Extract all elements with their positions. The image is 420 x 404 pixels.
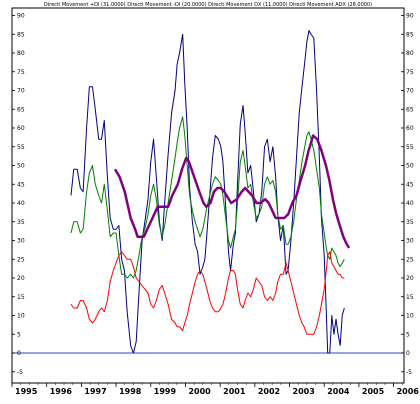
x-tick-label: 1997 [84, 387, 106, 396]
y-tick-label-left: 30 [17, 238, 25, 245]
y-tick-label-left: 45 [17, 181, 25, 188]
y-tick-label-left: 80 [17, 50, 25, 57]
x-tick-label: 2000 [188, 387, 211, 396]
y-axis-left: -5 0 5 10 15 20 25 30 35 40 45 50 55 60 65 70 75 80 85 90 [12, 13, 25, 376]
y-tick-label-right: 10 [406, 313, 414, 320]
y-tick-label-left: 55 [17, 144, 25, 151]
y-tick-label-right: -5 [406, 369, 412, 376]
y-axis-right: -5 0 5 10 15 20 25 30 35 40 45 50 55 60 65 70 75 80 85 90 [401, 13, 414, 376]
y-tick-label-right: 15 [406, 294, 414, 301]
y-tick-label-right: 85 [406, 31, 414, 38]
x-tick-label: 2002 [258, 387, 280, 396]
y-tick-label-right: 90 [406, 13, 414, 20]
x-tick-label: 2006 [397, 387, 420, 396]
y-tick-label-right: 50 [406, 163, 414, 170]
series-line-4 [113, 134, 351, 249]
y-tick-label-left: 0 [17, 350, 21, 357]
y-tick-label-right: 55 [406, 144, 414, 151]
y-tick-label-right: 5 [406, 331, 410, 338]
series-line-2 [70, 116, 345, 279]
x-tick-label: 2003 [293, 387, 315, 396]
y-tick-label-left: 90 [17, 13, 25, 20]
series-group [70, 30, 351, 354]
y-tick-label-right: 65 [406, 106, 414, 113]
y-tick-label-left: 65 [17, 106, 25, 113]
y-tick-label-right: 40 [406, 200, 414, 207]
y-tick-label-left: 60 [17, 125, 25, 132]
x-tick-label: 2004 [327, 387, 350, 396]
y-tick-label-right: 45 [406, 181, 414, 188]
y-tick-label-left: 15 [17, 294, 25, 301]
y-tick-label-left: 10 [17, 313, 25, 320]
y-tick-label-right: 35 [406, 219, 414, 226]
x-tick-label: 1999 [154, 387, 177, 396]
y-tick-label-left: 35 [17, 219, 25, 226]
y-tick-label-right: 60 [406, 125, 414, 132]
y-tick-label-left: 70 [17, 88, 25, 95]
plot-border [11, 7, 405, 384]
chart-title: Directi Movement +DI (31.0000) Directi M… [44, 2, 372, 8]
y-tick-label-right: 0 [406, 350, 410, 357]
y-tick-label-right: 20 [406, 275, 414, 282]
x-axis: 1995 1996 1997 1998 1999 2000 2001 2002 2003 2004… [11, 383, 420, 396]
y-tick-label-left: 25 [17, 256, 25, 263]
y-tick-label-left: -5 [17, 369, 23, 376]
y-tick-label-right: 25 [406, 256, 414, 263]
y-tick-label-left: 85 [17, 31, 25, 38]
x-tick-label: 1995 [15, 387, 38, 396]
y-tick-label-right: 30 [406, 238, 414, 245]
y-tick-label-right: 70 [406, 88, 414, 95]
x-tick-label: 1998 [119, 387, 142, 396]
x-tick-label: 2005 [362, 387, 385, 396]
y-tick-label-right: 75 [406, 69, 414, 76]
series-line-1 [70, 30, 345, 354]
plot-frame [11, 7, 405, 384]
x-tick-label: 2001 [223, 387, 246, 396]
y-tick-label-left: 75 [17, 69, 25, 76]
x-tick-label: 1996 [50, 387, 73, 396]
y-tick-label-right: 80 [406, 50, 414, 57]
y-tick-label-left: 50 [17, 163, 25, 170]
series-line-3 [70, 251, 345, 335]
y-tick-label-left: 5 [17, 331, 21, 338]
y-tick-label-left: 40 [17, 200, 25, 207]
y-tick-label-left: 20 [17, 275, 25, 282]
